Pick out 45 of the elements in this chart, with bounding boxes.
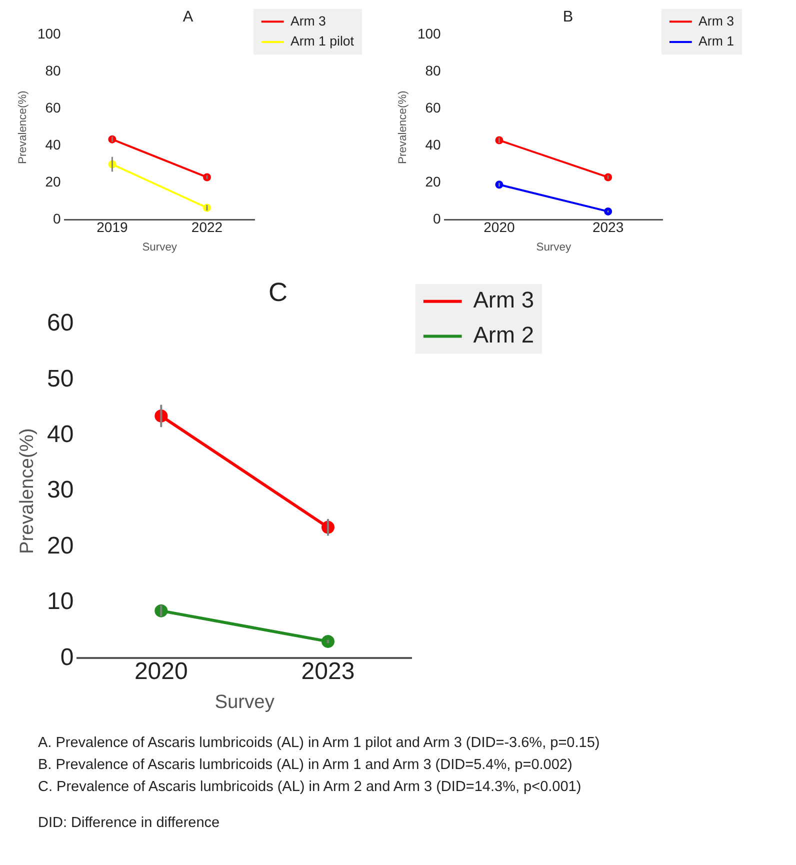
legend-label: Arm 3 xyxy=(473,286,534,313)
y-tick-label: 60 xyxy=(425,100,442,116)
text: C. Prevalence of Ascaris lumbricoids (AL) in Arm 2 and Arm 3 (DID=14.3%, p<0.001) xyxy=(38,778,582,797)
y-tick-label: 80 xyxy=(425,62,442,79)
y-tick-label: 0 xyxy=(53,210,61,227)
y-tick-label: 0 xyxy=(60,644,74,671)
legend-label: Arm 2 xyxy=(473,321,534,348)
y-tick-label: 0 xyxy=(433,210,441,227)
x-tick-label: 2022 xyxy=(191,219,223,236)
y-tick-label: 10 xyxy=(47,588,74,616)
y-axis-title: Prevalence(%) xyxy=(396,90,409,164)
chart-title: C xyxy=(268,277,288,308)
y-axis-title: Prevalence(%) xyxy=(16,90,29,164)
y-tick-label: 30 xyxy=(47,476,74,504)
y-axis-title: Prevalence(%) xyxy=(16,428,38,554)
x-tick-label: 2019 xyxy=(96,219,128,236)
y-tick-label: 20 xyxy=(47,532,74,560)
y-tick-label: 100 xyxy=(37,26,62,42)
point xyxy=(321,634,334,648)
y-tick-label: 40 xyxy=(45,136,62,153)
x-tick-label: 2023 xyxy=(301,658,355,686)
y-tick-label: 80 xyxy=(45,62,62,79)
y-tick-label: 20 xyxy=(425,174,442,190)
y-tick-label: 40 xyxy=(47,421,74,448)
text: DID: Difference in difference xyxy=(38,814,221,833)
y-tick-label: 60 xyxy=(47,310,74,337)
text: B. Prevalence of Ascaris lumbricoids (AL) in Arm 1 and Arm 3 (DID=5.4%, p=0.002) xyxy=(38,756,574,775)
x-tick-label: 2020 xyxy=(484,219,515,236)
x-axis-title: Survey xyxy=(536,241,572,254)
text: A. Prevalence of Ascaris lumbricoids (AL) in Arm 1 pilot and Arm 3 (DID=-3.6%, p=0.15) xyxy=(38,734,601,753)
x-axis-title: Survey xyxy=(142,241,178,254)
y-tick-label: 60 xyxy=(45,100,62,116)
legend-label: Arm 1 xyxy=(698,34,734,49)
chart-title: B xyxy=(562,8,574,26)
legend-label: Arm 3 xyxy=(698,13,734,28)
chart-title: A xyxy=(182,8,194,26)
x-tick-label: 2023 xyxy=(592,219,624,236)
legend-label: Arm 1 pilot xyxy=(290,34,354,49)
y-tick-label: 50 xyxy=(47,365,74,392)
x-tick-label: 2020 xyxy=(134,658,188,686)
legend-label: Arm 3 xyxy=(290,13,326,28)
y-tick-label: 100 xyxy=(417,26,442,42)
y-tick-label: 40 xyxy=(425,136,442,153)
x-axis-title: Survey xyxy=(214,692,275,713)
y-tick-label: 20 xyxy=(45,174,62,190)
